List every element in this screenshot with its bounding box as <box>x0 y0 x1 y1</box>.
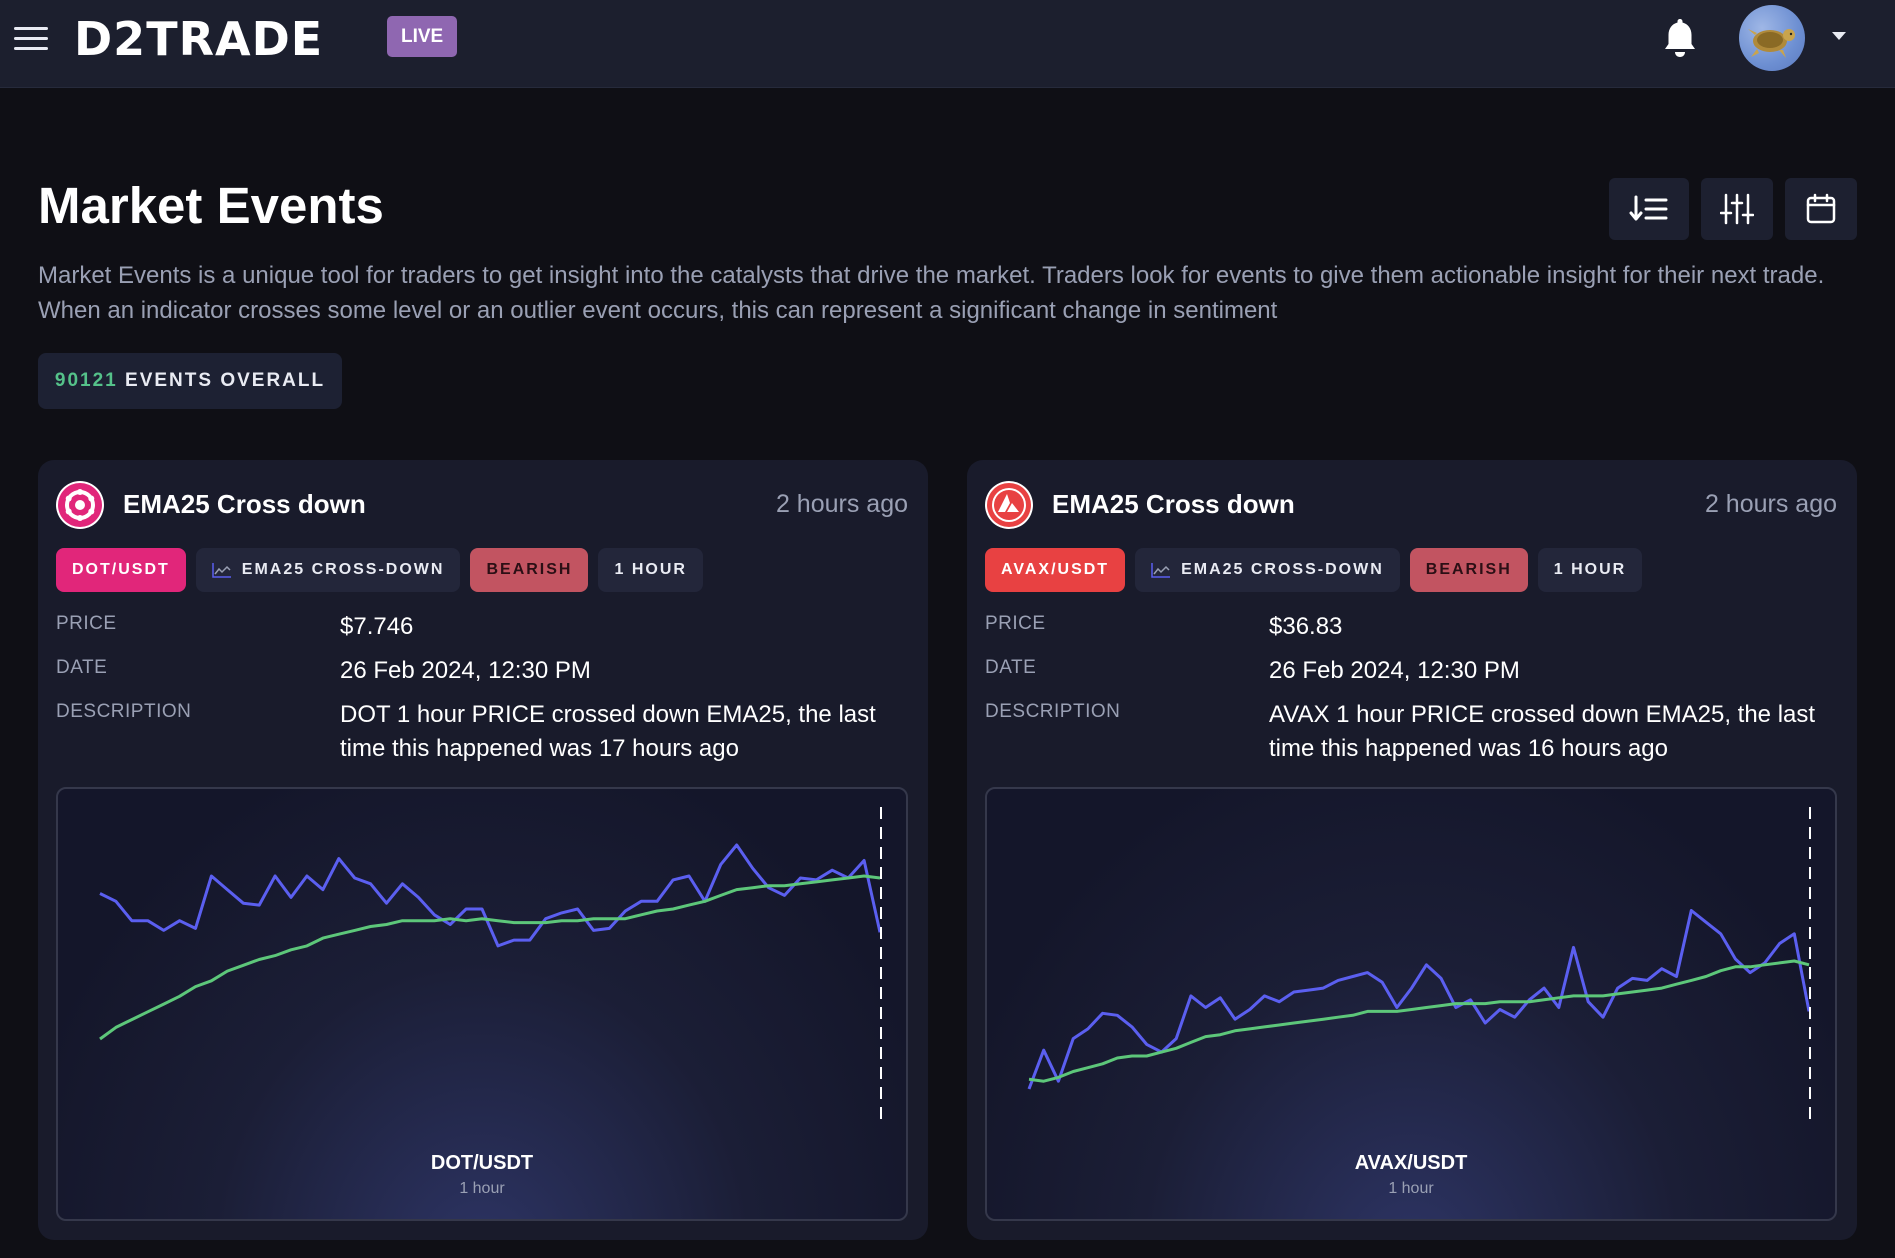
user-avatar[interactable] <box>1739 5 1805 71</box>
events-label: EVENTS OVERALL <box>125 370 326 391</box>
line-chart-icon <box>212 563 231 578</box>
filter-button[interactable] <box>1701 178 1773 240</box>
sliders-icon <box>1720 193 1754 225</box>
calendar-icon <box>1806 193 1836 224</box>
account-dropdown-chevron-down-icon[interactable] <box>1832 32 1846 40</box>
series-line-0 <box>1027 909 1811 1090</box>
description-label: DESCRIPTION <box>985 701 1121 722</box>
description-value: DOT 1 hour PRICE crossed down EMA25, the… <box>340 701 876 762</box>
price-label: PRICE <box>56 613 117 634</box>
timeframe-tag[interactable]: 1 HOUR <box>1537 548 1643 592</box>
date-label: DATE <box>56 657 108 678</box>
sentiment-tag[interactable]: BEARISH <box>1409 548 1528 592</box>
events-overall-badge: 90121 EVENTS OVERALL <box>38 353 342 409</box>
price-value: $7.746 <box>340 613 414 640</box>
price-value: $36.83 <box>1269 613 1343 640</box>
sort-descending-icon <box>1629 195 1668 221</box>
date-value: 26 Feb 2024, 12:30 PM <box>340 657 591 684</box>
page-title: Market Events <box>38 177 384 234</box>
avalanche-icon <box>985 481 1033 529</box>
pair-tag[interactable]: DOT/USDT <box>56 548 186 592</box>
indicator-tag-label: EMA25 CROSS-DOWN <box>1181 561 1384 578</box>
indicator-tag[interactable]: EMA25 CROSS-DOWN <box>195 548 461 592</box>
chart-timeframe: 1 hour <box>459 1180 505 1197</box>
logo[interactable]: D2TRADE <box>74 12 324 66</box>
card-timestamp: 2 hours ago <box>1704 490 1837 518</box>
turtle-avatar-icon <box>1748 29 1795 58</box>
chart-timeframe: 1 hour <box>1388 1180 1434 1197</box>
polkadot-icon <box>56 481 104 529</box>
date-value: 26 Feb 2024, 12:30 PM <box>1269 657 1520 684</box>
price-label: PRICE <box>985 613 1046 634</box>
chart-symbol: DOT/USDT <box>430 1152 534 1174</box>
price-chart[interactable]: AVAX/USDT 1 hour <box>985 787 1837 1221</box>
indicator-tag-label: EMA25 CROSS-DOWN <box>241 561 445 578</box>
line-chart-icon <box>1151 563 1171 578</box>
live-badge: LIVE <box>387 16 458 57</box>
card-timestamp: 2 hours ago <box>775 490 908 518</box>
notification-bell-icon[interactable] <box>1660 16 1700 60</box>
series-line-1 <box>99 874 881 1041</box>
date-label: DATE <box>985 657 1037 678</box>
top-bar: D2TRADE LIVE <box>0 0 1895 88</box>
indicator-tag[interactable]: EMA25 CROSS-DOWN <box>1135 548 1400 592</box>
price-chart-svg <box>1027 807 1811 1119</box>
sentiment-tag[interactable]: BEARISH <box>470 548 589 592</box>
event-card-avax[interactable]: EMA25 Cross down 2 hours ago AVAX/USDT E… <box>967 460 1857 1240</box>
description-label: DESCRIPTION <box>56 701 192 722</box>
hamburger-menu-icon[interactable] <box>14 25 50 53</box>
price-chart-svg <box>99 807 882 1119</box>
events-count: 90121 <box>54 370 118 391</box>
event-card-dot[interactable]: EMA25 Cross down 2 hours ago DOT/USDT EM… <box>38 460 928 1240</box>
chart-symbol: AVAX/USDT <box>1354 1152 1468 1174</box>
series-line-0 <box>99 843 882 948</box>
sort-button[interactable] <box>1609 178 1689 240</box>
description-value: AVAX 1 hour PRICE crossed down EMA25, th… <box>1269 701 1816 762</box>
date-picker-button[interactable] <box>1785 178 1857 240</box>
card-title: EMA25 Cross down <box>1052 489 1295 519</box>
pair-tag[interactable]: AVAX/USDT <box>985 548 1126 592</box>
card-title: EMA25 Cross down <box>123 489 366 519</box>
intro-text: Market Events is a unique tool for trade… <box>38 262 1825 324</box>
series-line-1 <box>1028 959 1810 1083</box>
timeframe-tag[interactable]: 1 HOUR <box>598 548 703 592</box>
price-chart[interactable]: DOT/USDT 1 hour <box>56 787 908 1221</box>
